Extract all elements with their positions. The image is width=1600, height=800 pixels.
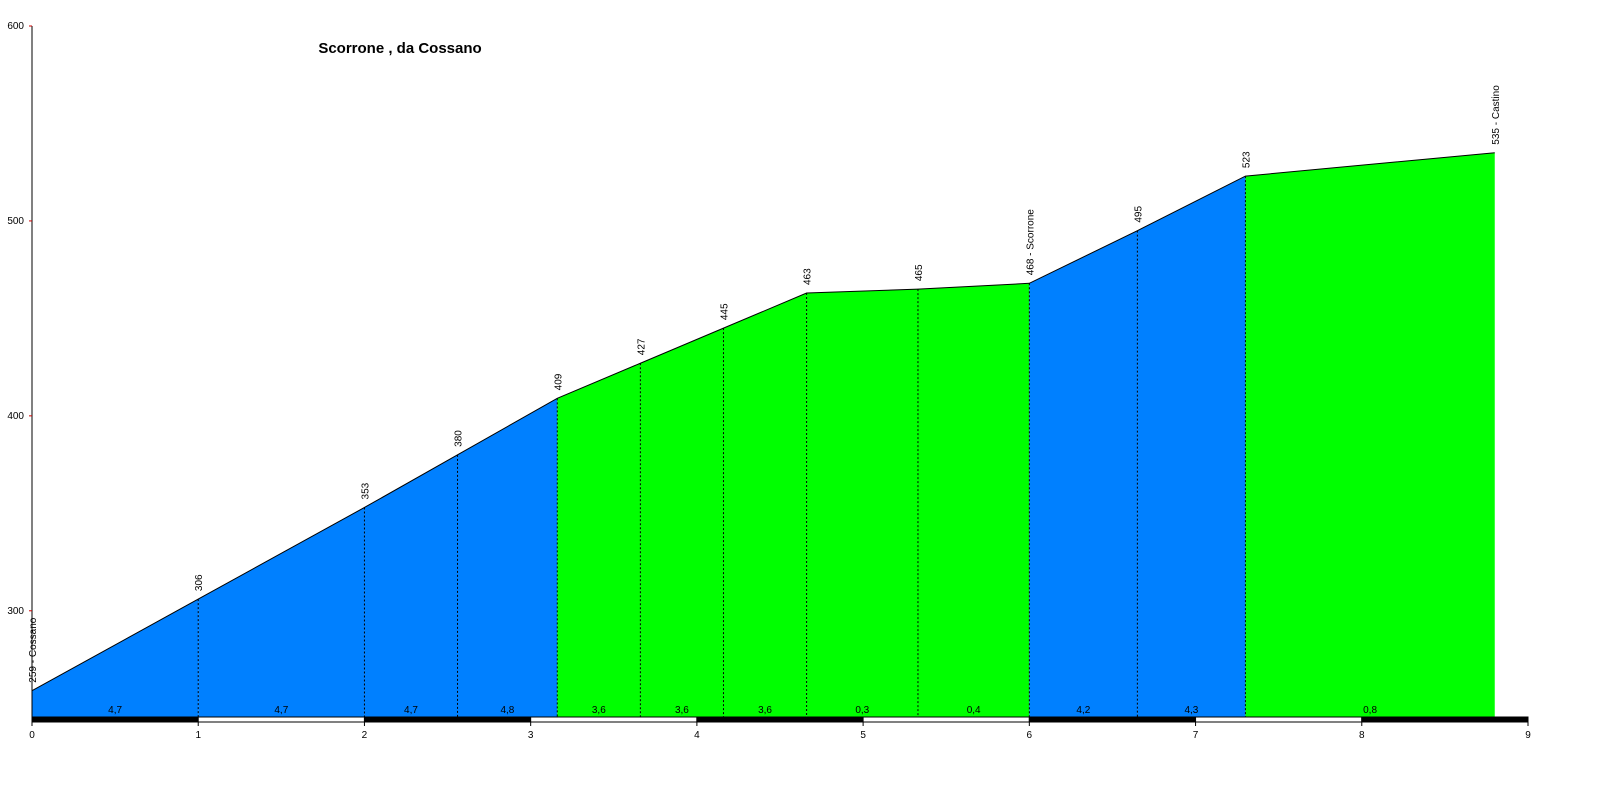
slope-label: 4,8: [500, 705, 514, 716]
profile-segment: [917, 283, 1030, 718]
distance-bar: [1361, 716, 1529, 723]
profile-segment: [723, 293, 807, 718]
profile-segment: [557, 363, 641, 718]
profile-segment: [1245, 152, 1495, 718]
distance-bar: [197, 716, 365, 723]
distance-bar: [31, 716, 199, 723]
slope-label: 4,7: [274, 705, 288, 716]
elevation-label: 465: [914, 264, 925, 281]
profile-segment: [1029, 230, 1138, 718]
elevation-label: 306: [194, 574, 205, 591]
distance-bar: [862, 716, 1030, 723]
profile-segment: [806, 289, 918, 718]
y-tick-label: 300: [7, 606, 24, 617]
x-tick-label: 5: [860, 730, 866, 741]
elevation-label: 353: [360, 482, 371, 499]
slope-label: 4,3: [1184, 705, 1198, 716]
elevation-label: 523: [1241, 151, 1252, 168]
elevation-label: 380: [454, 430, 465, 447]
x-tick-label: 8: [1359, 730, 1365, 741]
x-tick-label: 9: [1525, 730, 1531, 741]
y-tick-label: 500: [7, 216, 24, 227]
distance-bar: [696, 716, 864, 723]
x-tick-label: 6: [1027, 730, 1033, 741]
y-tick-label: 400: [7, 411, 24, 422]
slope-label: 3,6: [758, 705, 772, 716]
distance-bar: [530, 716, 698, 723]
x-tick-label: 4: [694, 730, 700, 741]
y-tick-label: 600: [7, 21, 24, 32]
x-tick-label: 2: [362, 730, 368, 741]
x-tick-label: 3: [528, 730, 534, 741]
distance-bar: [1195, 716, 1363, 723]
profile-segment: [457, 398, 558, 718]
profile-segment: [364, 454, 458, 718]
profile-segment: [640, 328, 724, 718]
x-tick-label: 1: [195, 730, 201, 741]
slope-label: 3,6: [592, 705, 606, 716]
elevation-label: 535 - Castino: [1491, 85, 1502, 145]
elevation-label: 259 - Cossano: [28, 617, 39, 682]
slope-label: 4,7: [108, 705, 122, 716]
x-tick-label: 7: [1193, 730, 1199, 741]
profile-segment: [32, 599, 199, 718]
profile-segment: [198, 507, 365, 718]
slope-label: 0,8: [1363, 705, 1377, 716]
slope-label: 4,7: [404, 705, 418, 716]
elevation-label: 495: [1133, 206, 1144, 223]
x-tick-label: 0: [29, 730, 35, 741]
slope-label: 3,6: [675, 705, 689, 716]
elevation-label: 468 - Scorrone: [1025, 209, 1036, 276]
distance-bar: [363, 716, 532, 723]
elevation-label: 463: [803, 268, 814, 285]
slope-label: 0,3: [855, 705, 869, 716]
elevation-label: 445: [719, 303, 730, 320]
profile-segment: [1137, 176, 1246, 719]
elevation-label: 409: [553, 373, 564, 390]
slope-label: 0,4: [967, 705, 981, 716]
chart-title: Scorrone , da Cossano: [318, 40, 481, 57]
slope-label: 4,2: [1076, 705, 1090, 716]
distance-bar: [1028, 716, 1197, 723]
elevation-label: 427: [636, 338, 647, 355]
